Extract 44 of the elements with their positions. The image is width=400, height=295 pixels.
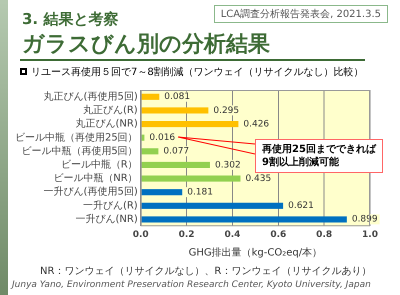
y-tick-label: 一升びん(再使用5回) xyxy=(44,186,138,198)
bar xyxy=(141,120,238,128)
x-tick-label: 0.0 xyxy=(132,230,149,240)
x-axis-title: GHG排出量（kg-CO₂eq/本） xyxy=(188,246,322,259)
y-tick-label: 丸正びん(R) xyxy=(82,104,138,116)
y-tick-label: 一升びん(R) xyxy=(82,199,138,212)
y-tick-label: ビール中瓶（NR） xyxy=(53,172,138,184)
text: 3. 結果と考察 xyxy=(22,10,118,29)
bar xyxy=(141,94,160,100)
data-label: 0.077 xyxy=(163,146,190,157)
data-label: 0.426 xyxy=(243,119,270,130)
data-label: 0.181 xyxy=(187,187,213,198)
x-tick-label: 0.2 xyxy=(178,230,195,240)
data-label: 0.899 xyxy=(352,214,378,225)
data-label: 0.295 xyxy=(213,106,240,116)
data-label: 0.302 xyxy=(214,160,241,170)
annotation: 再使用25回までできれば 9割以上削減可能 xyxy=(255,139,383,173)
bar xyxy=(141,189,182,196)
y-tick-label: ビール中瓶（再使用25回） xyxy=(14,131,138,144)
data-label: 0.016 xyxy=(149,133,176,144)
x-tick-label: 1.0 xyxy=(362,230,378,240)
chart-title: ガラスびん別の分析結果 xyxy=(22,31,270,59)
bar xyxy=(141,216,347,222)
data-label: 0.435 xyxy=(245,174,272,184)
data-label: 0.081 xyxy=(164,92,190,102)
y-tick-label: 一升びん(NR) xyxy=(75,212,138,225)
bar xyxy=(141,134,144,141)
y-tick-label: ビール中瓶（再使用5回） xyxy=(21,144,138,157)
bar xyxy=(141,162,210,168)
bar xyxy=(141,202,284,209)
x-tick-label: 0.8 xyxy=(316,230,332,240)
x-tick-label: 0.6 xyxy=(270,230,286,240)
chart-subtitle: リユース再使用５回で7～8割削減（ワンウェイ（リサイクルなし）比較） xyxy=(31,66,364,79)
bar xyxy=(141,107,208,114)
y-tick-label: 丸正びん(再使用5回) xyxy=(44,90,138,102)
y-tick-label: ビール中瓶（R） xyxy=(60,158,138,171)
text: LCA調査分析報告発表会, 2021.3.5 xyxy=(214,5,388,23)
data-label: 0.621 xyxy=(288,201,314,212)
x-tick-label: 0.4 xyxy=(224,230,240,240)
text: Junya Yano, Environment Preservation Research Center, Kyoto University, Japan xyxy=(12,280,371,290)
y-tick-label: 丸正びん(NR) xyxy=(75,118,138,130)
bar xyxy=(141,148,158,154)
bar xyxy=(141,175,240,182)
text: NR：ワンウェイ（リサイクルなし）、R：ワンウェイ（リサイクルあり） xyxy=(40,265,372,278)
